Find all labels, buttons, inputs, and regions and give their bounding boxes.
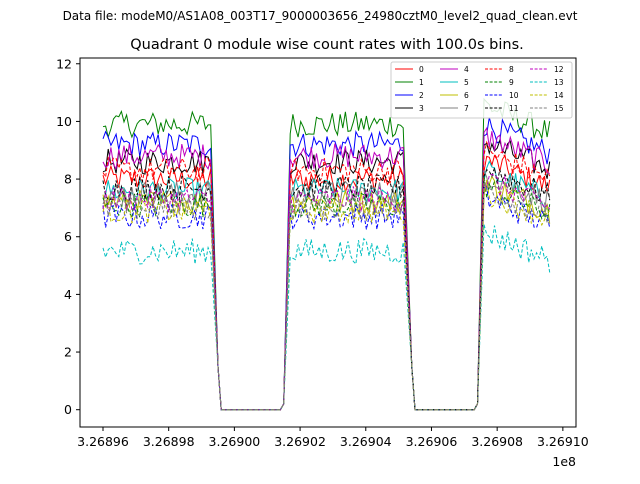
legend-label-0: 0	[419, 65, 424, 74]
legend-label-11: 11	[509, 104, 519, 113]
legend-label-8: 8	[509, 65, 514, 74]
series-line-11	[102, 167, 551, 411]
legend-label-5: 5	[464, 78, 469, 87]
chart-title: Quadrant 0 module wise count rates with …	[130, 37, 524, 53]
chart-suptitle: Data file: modeM0/AS1A08_003T17_90000036…	[63, 9, 578, 23]
legend-label-2: 2	[419, 91, 424, 100]
series-line-10	[102, 185, 551, 411]
y-tick-label: 8	[64, 172, 72, 187]
legend-label-4: 4	[464, 65, 469, 74]
legend-label-14: 14	[554, 91, 564, 100]
legend-label-7: 7	[464, 104, 469, 113]
legend-label-15: 15	[554, 104, 564, 113]
legend-label-12: 12	[554, 65, 564, 74]
legend-label-10: 10	[509, 91, 519, 100]
axes-frame	[79, 57, 577, 428]
series-line-15	[102, 178, 550, 411]
series-line-2	[102, 117, 551, 411]
series-line-4	[102, 126, 550, 411]
legend-label-6: 6	[464, 91, 469, 100]
legend-label-3: 3	[419, 104, 424, 113]
y-tick-label: 4	[64, 287, 72, 302]
legend-label-9: 9	[509, 78, 514, 87]
legend-label-1: 1	[419, 78, 424, 87]
series-line-7	[102, 170, 551, 411]
series-line-0	[102, 153, 551, 411]
x-tick-label: 3.26910	[537, 434, 589, 449]
plot-area	[102, 97, 551, 411]
y-tick-label: 10	[56, 114, 72, 129]
x-tick-label: 3.26896	[77, 434, 129, 449]
axes: 3.26896 3.26898 3.26900 3.26902 3.26904 3.269…	[56, 56, 589, 449]
y-tick-label: 12	[56, 56, 72, 71]
x-tick-label: 3.26906	[406, 434, 458, 449]
series-line-12	[102, 173, 551, 411]
y-tick-label: 6	[64, 229, 72, 244]
x-tick-label: 3.26898	[143, 434, 195, 449]
y-tick-label: 0	[64, 402, 72, 417]
series-line-13	[102, 224, 551, 411]
legend-label-13: 13	[554, 78, 564, 87]
x-offset-label: 1e8	[552, 454, 576, 469]
x-tick-label: 3.26908	[471, 434, 523, 449]
x-tick-label: 3.26900	[209, 434, 261, 449]
legend-box	[390, 61, 573, 119]
x-tick-label: 3.26904	[340, 434, 392, 449]
series-line-8	[102, 140, 551, 411]
x-tick-label: 3.26902	[274, 434, 326, 449]
y-tick-label: 2	[64, 345, 72, 360]
